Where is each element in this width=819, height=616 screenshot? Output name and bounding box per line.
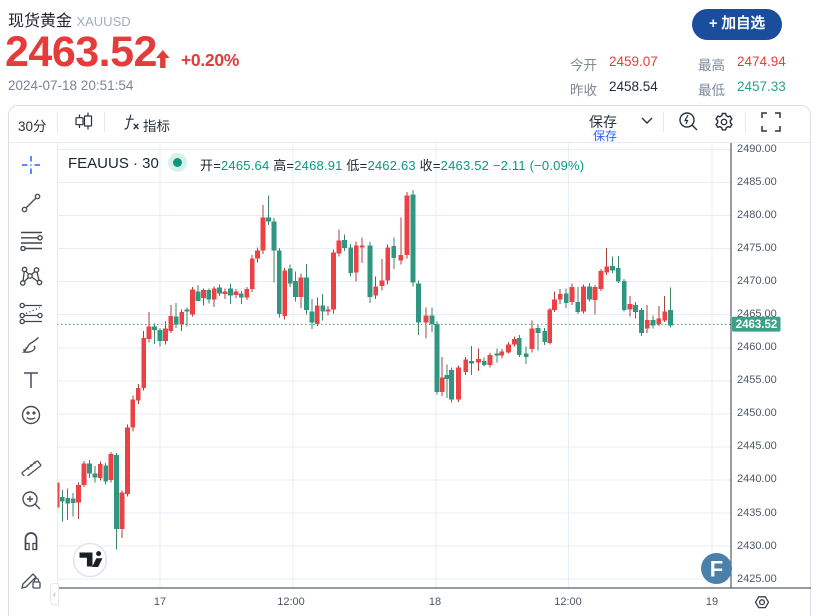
svg-text:2463.52: 2463.52 bbox=[736, 319, 778, 331]
svg-text:F: F bbox=[710, 557, 723, 582]
